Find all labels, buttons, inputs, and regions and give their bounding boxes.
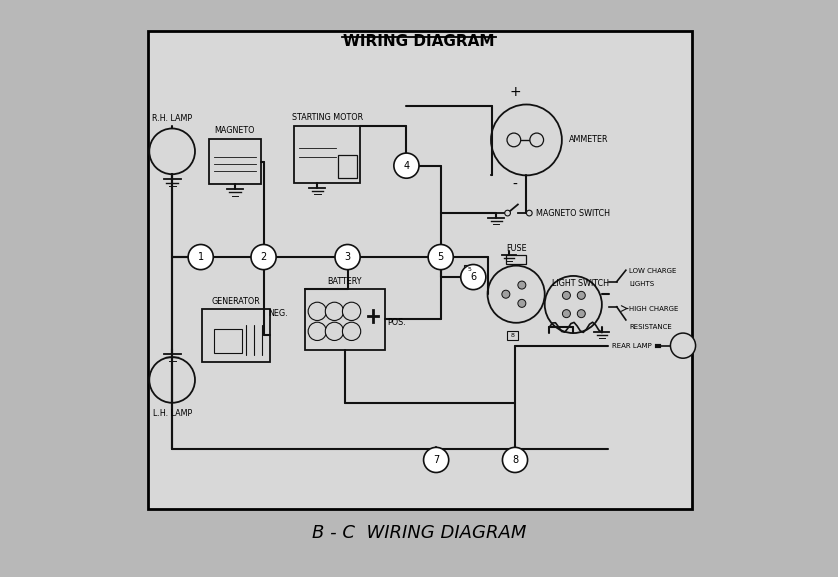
FancyBboxPatch shape	[210, 139, 261, 185]
Text: REAR LAMP: REAR LAMP	[612, 343, 652, 349]
Text: 6: 6	[470, 272, 476, 282]
Text: GENERATOR: GENERATOR	[212, 297, 261, 306]
Text: R.H. LAMP: R.H. LAMP	[152, 114, 192, 123]
Circle shape	[488, 265, 545, 323]
Text: MAGNETO SWITCH: MAGNETO SWITCH	[536, 208, 610, 218]
FancyBboxPatch shape	[463, 265, 476, 274]
Text: RESISTANCE: RESISTANCE	[629, 324, 672, 331]
Text: 8: 8	[512, 455, 518, 465]
Circle shape	[308, 302, 327, 320]
Text: POS.: POS.	[387, 318, 406, 327]
Circle shape	[491, 104, 561, 175]
Circle shape	[502, 290, 510, 298]
FancyBboxPatch shape	[294, 126, 360, 183]
Circle shape	[325, 322, 344, 340]
FancyBboxPatch shape	[147, 31, 691, 508]
Text: NEG.: NEG.	[268, 309, 287, 318]
Circle shape	[394, 153, 419, 178]
Circle shape	[526, 210, 532, 216]
Text: 5: 5	[437, 252, 444, 262]
Circle shape	[423, 447, 448, 473]
Text: FUSE: FUSE	[506, 244, 526, 253]
Circle shape	[504, 210, 510, 216]
Text: -: -	[513, 178, 517, 192]
Circle shape	[325, 302, 344, 320]
FancyBboxPatch shape	[507, 331, 519, 340]
Circle shape	[545, 276, 602, 333]
Text: L.H. LAMP: L.H. LAMP	[153, 409, 192, 418]
Text: B - C  WIRING DIAGRAM: B - C WIRING DIAGRAM	[312, 524, 526, 542]
Circle shape	[461, 264, 486, 290]
Text: LIGHT SWITCH: LIGHT SWITCH	[551, 279, 608, 288]
Circle shape	[251, 245, 277, 269]
Circle shape	[577, 291, 585, 299]
Circle shape	[343, 322, 360, 340]
FancyBboxPatch shape	[202, 309, 271, 362]
Circle shape	[308, 322, 327, 340]
Text: LOW CHARGE: LOW CHARGE	[629, 268, 676, 274]
Circle shape	[507, 133, 520, 147]
FancyBboxPatch shape	[305, 288, 385, 350]
Text: 8: 8	[511, 333, 515, 338]
Text: 3: 3	[344, 252, 350, 262]
Circle shape	[670, 333, 696, 358]
Text: AMMETER: AMMETER	[569, 136, 608, 144]
Text: LIGHTS: LIGHTS	[629, 281, 654, 287]
Text: 1: 1	[198, 252, 204, 262]
Text: MAGNETO: MAGNETO	[215, 126, 256, 136]
Circle shape	[562, 310, 571, 318]
FancyBboxPatch shape	[339, 155, 357, 178]
Text: 5: 5	[468, 267, 472, 272]
FancyBboxPatch shape	[215, 328, 242, 353]
Text: WIRING DIAGRAM: WIRING DIAGRAM	[344, 34, 494, 49]
Circle shape	[149, 357, 195, 403]
Circle shape	[335, 245, 360, 269]
Text: 4: 4	[403, 160, 410, 171]
Circle shape	[189, 245, 214, 269]
Text: 2: 2	[261, 252, 266, 262]
Circle shape	[518, 281, 526, 289]
Text: BATTERY: BATTERY	[328, 276, 362, 286]
Circle shape	[577, 310, 585, 318]
Circle shape	[530, 133, 544, 147]
Circle shape	[343, 302, 360, 320]
FancyBboxPatch shape	[506, 256, 526, 264]
Text: 7: 7	[433, 455, 439, 465]
Circle shape	[428, 245, 453, 269]
Text: HIGH CHARGE: HIGH CHARGE	[629, 305, 679, 312]
Circle shape	[149, 129, 195, 174]
Text: STARTING MOTOR: STARTING MOTOR	[292, 113, 363, 122]
Circle shape	[503, 447, 528, 473]
Circle shape	[518, 299, 526, 308]
Circle shape	[562, 291, 571, 299]
Text: +: +	[510, 85, 520, 99]
